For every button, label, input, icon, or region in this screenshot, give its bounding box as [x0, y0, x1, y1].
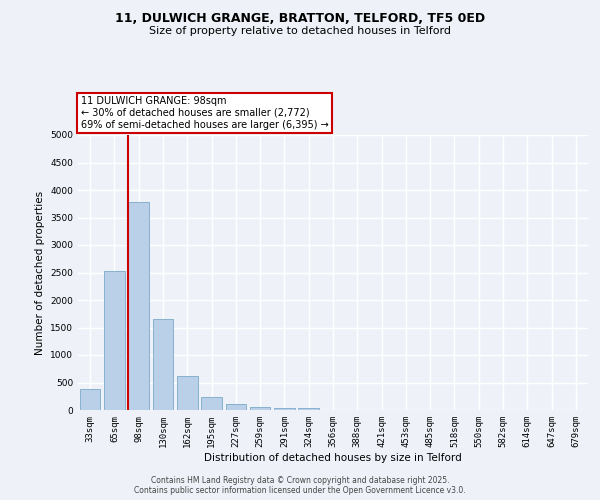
Bar [274, 408, 295, 410]
Bar [80, 388, 100, 410]
Bar [128, 202, 149, 410]
Bar [104, 271, 125, 410]
Text: Contains HM Land Registry data © Crown copyright and database right 2025.
Contai: Contains HM Land Registry data © Crown c… [134, 476, 466, 495]
Bar [298, 408, 319, 410]
Bar [226, 404, 246, 410]
Text: 11 DULWICH GRANGE: 98sqm
← 30% of detached houses are smaller (2,772)
69% of sem: 11 DULWICH GRANGE: 98sqm ← 30% of detach… [80, 96, 328, 130]
Y-axis label: Number of detached properties: Number of detached properties [35, 190, 44, 354]
Bar [201, 397, 222, 410]
Text: Size of property relative to detached houses in Telford: Size of property relative to detached ho… [149, 26, 451, 36]
Bar [152, 318, 173, 410]
Bar [177, 376, 197, 410]
Bar [250, 407, 271, 410]
X-axis label: Distribution of detached houses by size in Telford: Distribution of detached houses by size … [204, 452, 462, 462]
Text: 11, DULWICH GRANGE, BRATTON, TELFORD, TF5 0ED: 11, DULWICH GRANGE, BRATTON, TELFORD, TF… [115, 12, 485, 26]
